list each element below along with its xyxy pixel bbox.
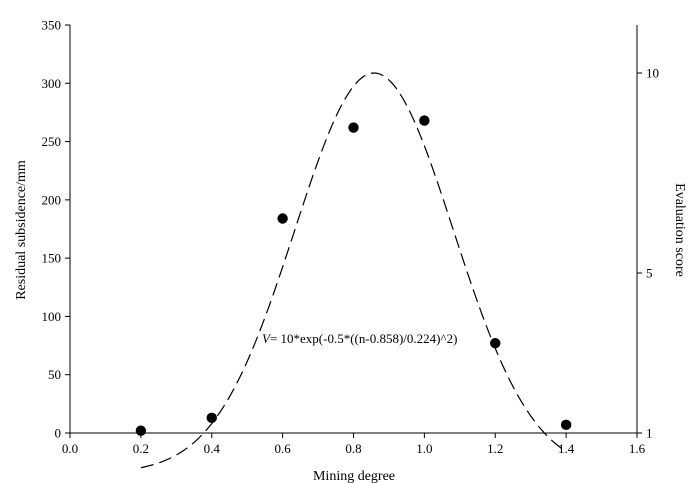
y-left-tick-label: 300 (42, 76, 62, 91)
data-point (348, 122, 359, 133)
y-axis-left-title: Residual subsidence/mm (14, 160, 29, 300)
fit-equation-variable: V (262, 331, 272, 346)
x-tick-label: 0.2 (133, 441, 149, 456)
y-left-tick-label: 100 (42, 309, 62, 324)
fit-equation: V= 10*exp(-0.5*((n-0.858)/0.224)^2) (262, 331, 457, 346)
fit-equation-expression: = 10*exp(-0.5*((n-0.858)/0.224)^2) (270, 331, 457, 346)
x-tick-label: 1.4 (558, 441, 575, 456)
x-tick-label: 0.6 (275, 441, 292, 456)
data-point (206, 412, 217, 424)
ticks: 0.0 0.2 0.4 0.6 0.8 1.0 1.2 1.4 1.6 0 50 100 150 200 2… (42, 18, 660, 457)
x-tick-label: 0.4 (204, 441, 221, 456)
data-point (277, 213, 288, 224)
data-point (419, 115, 430, 126)
x-tick-label: 0.8 (345, 441, 361, 456)
y-left-tick-label: 0 (55, 426, 62, 441)
y-axis-right-title: Evaluation score (672, 183, 687, 277)
data-point (135, 425, 147, 436)
data-points-layer (135, 115, 572, 436)
x-tick-label: 1.2 (487, 441, 503, 456)
y-left-tick-label: 50 (48, 367, 61, 382)
y-right-tick-label: 5 (646, 266, 653, 281)
x-tick-label: 1.0 (416, 441, 432, 456)
y-left-tick-label: 200 (42, 192, 62, 207)
data-point (490, 338, 501, 349)
x-tick-label: 1.6 (629, 441, 646, 456)
y-left-tick-label: 250 (42, 134, 62, 149)
y-right-tick-label: 1 (646, 426, 653, 441)
y-left-tick-label: 150 (42, 251, 62, 266)
y-left-tick-label: 350 (42, 18, 62, 33)
x-axis-title: Mining degree (313, 469, 395, 483)
x-tick-label: 0.0 (62, 441, 78, 456)
axes (69, 25, 638, 434)
data-point (560, 419, 572, 431)
y-right-tick-label: 10 (646, 66, 659, 81)
